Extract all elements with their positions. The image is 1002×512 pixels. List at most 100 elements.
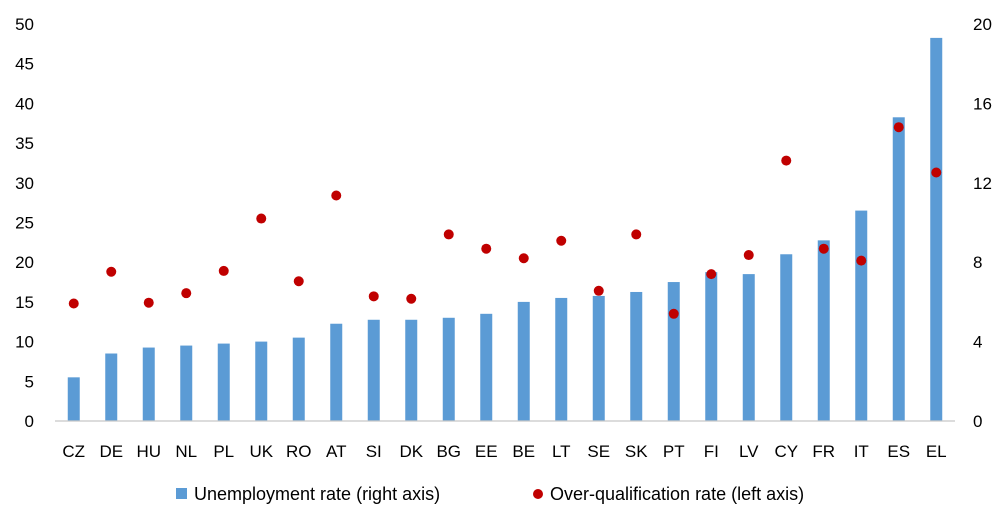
legend-swatch-unemployment — [176, 488, 187, 499]
right-tick-label: 8 — [973, 253, 982, 272]
legend-label-overqualification: Over-qualification rate (left axis) — [550, 484, 804, 504]
scatter-series — [68, 122, 942, 319]
category-label: SI — [366, 442, 382, 461]
category-label: FR — [812, 442, 835, 461]
bar — [855, 210, 868, 421]
scatter-point — [443, 229, 454, 240]
bar — [630, 291, 643, 421]
scatter-point — [181, 288, 192, 299]
bar — [255, 341, 268, 421]
bar — [217, 343, 230, 421]
scatter-point — [781, 155, 792, 166]
bar — [517, 301, 530, 421]
category-label: SK — [625, 442, 648, 461]
category-label: EE — [475, 442, 498, 461]
scatter-point — [331, 190, 342, 201]
bar — [180, 345, 193, 421]
bar — [930, 37, 943, 422]
category-label: BE — [512, 442, 535, 461]
category-label: PL — [213, 442, 234, 461]
legend: Unemployment rate (right axis) Over-qual… — [176, 484, 804, 504]
scatter-point — [631, 229, 642, 240]
scatter-point — [256, 213, 267, 224]
category-label: HU — [136, 442, 161, 461]
bar — [817, 240, 830, 421]
category-label: SE — [587, 442, 610, 461]
scatter-point — [218, 265, 229, 276]
bar — [330, 323, 343, 421]
right-axis: 0 4 8 12 16 20 — [973, 15, 992, 431]
scatter-point — [668, 308, 679, 319]
left-tick-label: 10 — [15, 333, 34, 352]
bar — [892, 117, 905, 422]
scatter-point — [293, 276, 304, 287]
category-label: BG — [436, 442, 461, 461]
category-label: LV — [739, 442, 759, 461]
left-tick-label: 30 — [15, 174, 34, 193]
scatter-point — [368, 291, 379, 302]
bar — [67, 377, 80, 421]
bar — [442, 317, 455, 421]
right-tick-label: 12 — [973, 174, 992, 193]
category-label: CY — [774, 442, 798, 461]
category-label: NL — [175, 442, 197, 461]
bar — [780, 254, 793, 421]
category-label: DE — [99, 442, 123, 461]
bar — [592, 295, 605, 421]
left-axis: 0 5 10 15 20 25 30 35 40 45 50 — [15, 15, 34, 431]
bar — [742, 274, 755, 421]
bar — [105, 353, 118, 421]
category-label: EL — [926, 442, 947, 461]
left-tick-label: 35 — [15, 134, 34, 153]
scatter-point — [893, 122, 904, 133]
scatter-point — [481, 243, 492, 254]
bar — [142, 347, 155, 421]
right-tick-label: 4 — [973, 333, 982, 352]
scatter-point — [743, 250, 754, 261]
scatter-point — [556, 235, 567, 246]
scatter-point — [406, 293, 417, 304]
left-tick-label: 50 — [15, 15, 34, 34]
bar — [667, 282, 680, 421]
bar — [367, 319, 380, 421]
scatter-point — [593, 285, 604, 296]
legend-swatch-overqualification — [533, 489, 543, 499]
left-tick-label: 25 — [15, 214, 34, 233]
scatter-point — [68, 298, 79, 309]
legend-label-unemployment: Unemployment rate (right axis) — [194, 484, 440, 504]
left-tick-label: 15 — [15, 293, 34, 312]
scatter-point — [106, 266, 117, 277]
left-tick-label: 20 — [15, 253, 34, 272]
right-tick-label: 16 — [973, 94, 992, 113]
bar — [480, 313, 493, 421]
scatter-point — [818, 243, 829, 254]
left-tick-label: 0 — [25, 412, 34, 431]
bar — [705, 272, 718, 421]
bar — [292, 337, 305, 421]
scatter-point — [931, 167, 942, 178]
scatter-point — [856, 255, 867, 266]
left-tick-label: 5 — [25, 372, 34, 391]
category-label: RO — [286, 442, 312, 461]
scatter-point — [143, 297, 154, 308]
category-label: ES — [887, 442, 910, 461]
category-label: CZ — [62, 442, 85, 461]
left-tick-label: 45 — [15, 55, 34, 74]
category-label: DK — [399, 442, 423, 461]
x-axis-labels: CZ DE HU NL PL UK RO AT SI DK BG EE BE LT SE SK PT FI LV CY… — [62, 442, 946, 461]
category-label: AT — [326, 442, 346, 461]
category-label: FI — [704, 442, 719, 461]
bar — [555, 297, 568, 421]
bar — [405, 319, 418, 421]
category-label: IT — [854, 442, 869, 461]
category-label: LT — [552, 442, 571, 461]
left-tick-label: 40 — [15, 94, 34, 113]
right-tick-label: 20 — [973, 15, 992, 34]
right-tick-label: 0 — [973, 412, 982, 431]
category-label: UK — [249, 442, 273, 461]
scatter-point — [706, 269, 717, 280]
bar-series — [67, 37, 943, 422]
scatter-point — [518, 253, 529, 264]
